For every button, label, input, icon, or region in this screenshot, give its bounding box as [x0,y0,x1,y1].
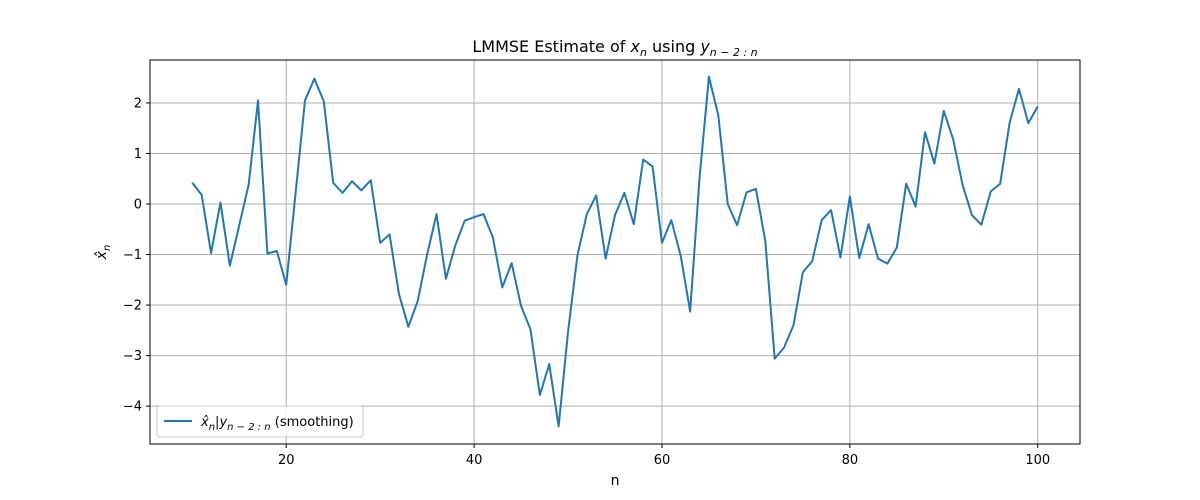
x-tick-label: 20 [278,453,295,468]
legend: x̂n|yn − 2 : n (smoothing) [156,405,364,438]
x-tick-label: 60 [654,453,671,468]
x-axis-label: n [611,473,620,489]
y-tick-label: 2 [134,96,142,111]
axis-ticks: 20 40 60 80 100 −4 −3 −2 −1 0 1 2 [123,96,1050,468]
x-tick-label: 80 [842,453,859,468]
x-tick-label: 100 [1025,453,1050,468]
y-tick-label: 1 [134,147,142,162]
y-tick-label: 0 [134,198,142,213]
y-tick-label: −2 [123,299,142,314]
plot-frame [149,59,1081,445]
y-tick-label: −1 [123,248,142,263]
y-axis-label: x̂n [94,245,113,261]
series-line [191,75,1039,428]
legend-box [156,405,364,438]
legend-label: x̂n|yn − 2 : n (smoothing) [200,415,354,433]
x-tick-label: 40 [466,453,483,468]
chart-title: LMMSE Estimate of xn using yn − 2 : n [472,37,757,59]
y-tick-label: −3 [123,349,142,364]
series-layer [191,75,1039,428]
y-tick-label: −4 [123,400,142,415]
